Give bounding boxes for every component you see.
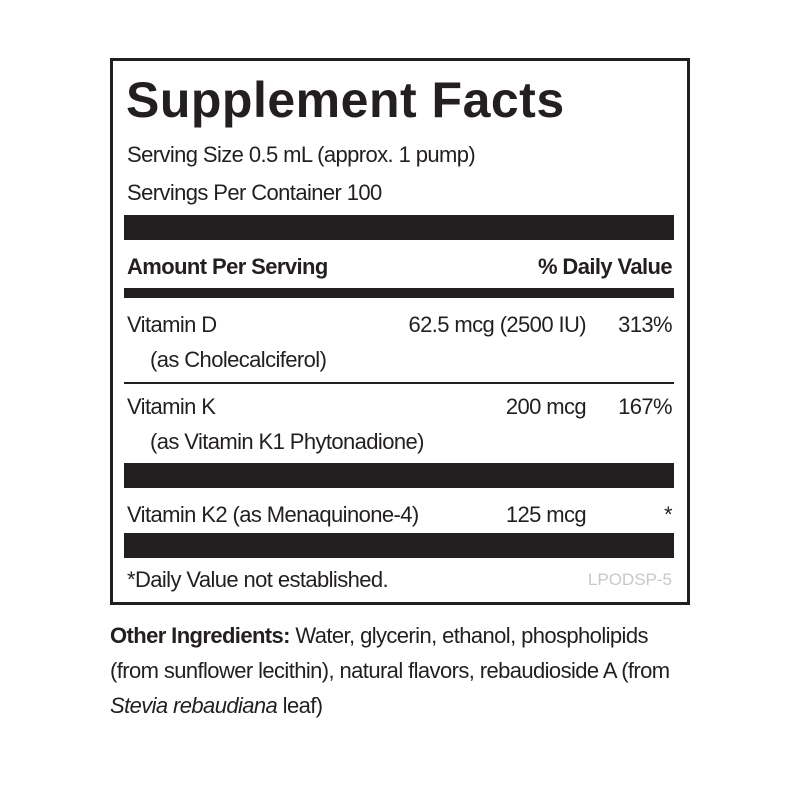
amount-header: Amount Per Serving — [127, 254, 328, 279]
serving-size: Serving Size 0.5 mL (approx. 1 pump) — [127, 142, 476, 167]
thin-rule — [124, 382, 674, 384]
ingredients-label: Other Ingredients: — [110, 623, 290, 648]
nutrient-dv: 167% — [618, 394, 672, 419]
nutrient-name: Vitamin K2 (as Menaquinone-4) — [127, 502, 419, 527]
facts-box — [110, 58, 690, 605]
nutrient-name: Vitamin D — [127, 312, 217, 337]
thick-rule — [124, 463, 674, 488]
ingredients-text: Water, glycerin, ethanol, phospholipids … — [110, 623, 670, 683]
medium-rule — [124, 288, 674, 298]
dv-header: % Daily Value — [537, 254, 673, 279]
nutrient-source: (as Vitamin K1 Phytonadione) — [150, 429, 424, 454]
ingredients-italic: Stevia rebaudiana — [110, 693, 278, 718]
nutrient-dv: 313% — [618, 312, 672, 337]
thick-rule — [124, 215, 674, 240]
nutrient-source: (as Cholecalciferol) — [150, 347, 327, 372]
nutrient-amount: 62.5 mcg (2500 IU) — [408, 312, 586, 337]
nutrient-name: Vitamin K — [127, 394, 216, 419]
nutrient-amount: 200 mcg — [505, 394, 587, 419]
ingredients-end: leaf) — [277, 693, 323, 718]
nutrient-amount: 125 mcg — [505, 502, 587, 527]
thick-rule — [124, 533, 674, 558]
title: Supplement Facts — [126, 72, 565, 128]
other-ingredients: Other Ingredients: Water, glycerin, etha… — [110, 618, 700, 723]
product-code: LPODSP-5 — [587, 570, 672, 589]
nutrient-dv: * — [664, 502, 673, 527]
servings-per-container: Servings Per Container 100 — [127, 180, 382, 205]
footnote: *Daily Value not established. — [127, 567, 389, 592]
